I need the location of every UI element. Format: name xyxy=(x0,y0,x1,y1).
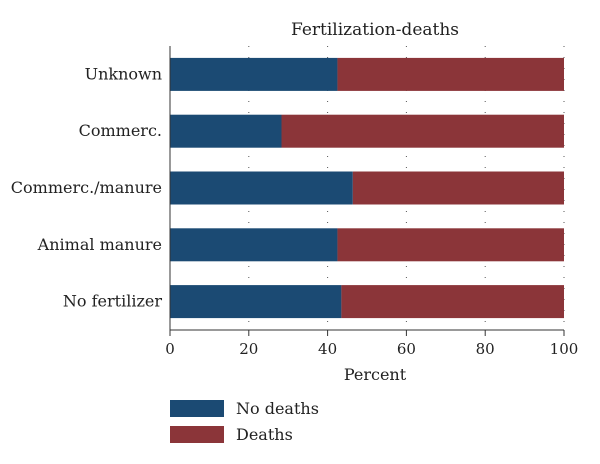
bar-animal-manure-no-deaths xyxy=(170,228,338,262)
category-label: Unknown xyxy=(85,64,162,83)
category-label: No fertilizer xyxy=(63,292,162,311)
legend-label-no-deaths: No deaths xyxy=(236,399,319,418)
bar-commerc-deaths xyxy=(281,114,564,148)
legend-swatch-deaths xyxy=(170,426,224,443)
bar-no-fertilizer-no-deaths xyxy=(170,285,342,319)
bar-unknown-deaths xyxy=(337,57,564,91)
x-tick-label: 80 xyxy=(476,340,495,358)
legend: No deaths Deaths xyxy=(170,399,319,444)
legend-swatch-no-deaths xyxy=(170,400,224,417)
category-label: Commerc. xyxy=(79,121,162,140)
category-label: Commerc./manure xyxy=(11,178,162,197)
x-tick-label: 0 xyxy=(165,340,175,358)
bar-unknown-no-deaths xyxy=(170,57,338,91)
x-tick-label: 40 xyxy=(318,340,337,358)
bar-commerc-manure-deaths xyxy=(352,171,564,205)
bar-commerc-no-deaths xyxy=(170,114,282,148)
x-tick-label: 100 xyxy=(550,340,579,358)
category-labels: Unknown Commerc. Commerc./manure Animal man… xyxy=(11,64,163,310)
x-tick-label: 20 xyxy=(239,340,258,358)
x-tick-label: 60 xyxy=(397,340,416,358)
x-axis-label: Percent xyxy=(344,365,407,384)
bars xyxy=(170,57,564,319)
bar-animal-manure-deaths xyxy=(337,228,564,262)
category-label: Animal manure xyxy=(37,235,162,254)
legend-label-deaths: Deaths xyxy=(236,425,293,444)
chart-title: Fertilization-deaths xyxy=(291,20,459,40)
bar-commerc-manure-no-deaths xyxy=(170,171,353,205)
bar-no-fertilizer-deaths xyxy=(341,285,564,319)
x-axis: 0 20 40 60 80 100 xyxy=(165,329,579,358)
